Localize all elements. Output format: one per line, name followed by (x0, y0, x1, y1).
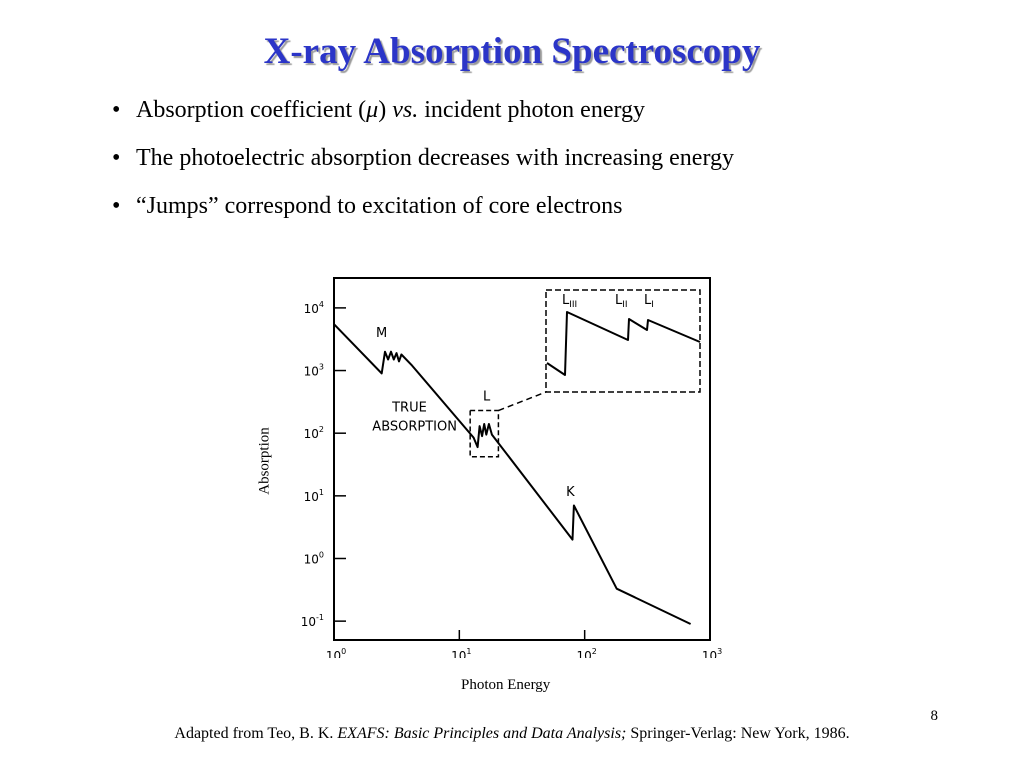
slide-title: X-ray Absorption Spectroscopy (263, 31, 761, 72)
citation-authors: Adapted from Teo, B. K. (174, 725, 338, 742)
curve-annotation: K (566, 485, 575, 500)
l-edge-box (469, 409, 500, 458)
bullet-dot: • (112, 193, 121, 219)
y-tick-label: 102 (304, 425, 324, 441)
inset-edge-label: LI (644, 293, 654, 310)
inset-edge-label: LIII (562, 293, 577, 310)
mu-symbol: μ (366, 97, 379, 123)
bullet-text: “Jumps” correspond to excitation of core… (136, 193, 623, 219)
inset-connector (498, 391, 547, 412)
bullet-list: • Absorption coefficient (μ) vs. incident… (112, 94, 734, 238)
curve-annotation: ABSORPTION (372, 420, 457, 435)
y-tick-label: 10-1 (301, 613, 324, 629)
inset-curve (546, 311, 701, 376)
absorption-curve (333, 323, 692, 625)
bullet-text: incident photon energy (418, 97, 646, 123)
y-tick-label: 104 (304, 300, 324, 316)
x-axis-label: Photon Energy (461, 677, 551, 693)
y-tick-label: 100 (304, 550, 324, 566)
inset-box (545, 289, 701, 393)
x-tick-label: 103 (702, 647, 722, 658)
bullet-item: • “Jumps” correspond to excitation of cor… (112, 190, 734, 238)
bullet-text: The photoelectric absorption decreases w… (136, 145, 734, 171)
page-number: 8 (930, 708, 939, 724)
citation-book-title: EXAFS: Basic Principles and Data Analysi… (337, 725, 627, 742)
curve-annotation: M (376, 326, 387, 341)
x-tick-label: 102 (576, 647, 596, 658)
bullet-text: Absorption coefficient ( (136, 97, 367, 123)
y-tick-label: 101 (304, 488, 324, 504)
plot-frame (333, 277, 711, 641)
curve-annotation: TRUE (391, 401, 427, 416)
vs-text: vs. (392, 97, 419, 123)
curve-annotation: L (483, 390, 491, 405)
x-tick-label: 100 (326, 647, 346, 658)
y-tick-label: 103 (304, 363, 324, 379)
bullet-item: • Absorption coefficient (μ) vs. incident… (112, 94, 734, 142)
x-tick-label: 101 (451, 647, 471, 658)
y-axis-label: Absorption (256, 427, 273, 495)
absorption-figure: 10-1 100 101 102 103 104 100 101 102 103 M TRUE ABSO… (270, 268, 730, 658)
bullet-text: ) (378, 97, 393, 123)
bullet-dot: • (112, 145, 121, 171)
inset-edge-label: LII (615, 293, 628, 310)
bullet-dot: • (112, 97, 121, 123)
bullet-item: • The photoelectric absorption decreases … (112, 142, 734, 190)
citation-publisher: Springer-Verlag: New York, 1986. (626, 725, 850, 742)
absorption-chart: 10-1 100 101 102 103 104 100 101 102 103 M TRUE ABSO… (301, 277, 722, 658)
citation: Adapted from Teo, B. K. EXAFS: Basic Pri… (0, 725, 1024, 743)
